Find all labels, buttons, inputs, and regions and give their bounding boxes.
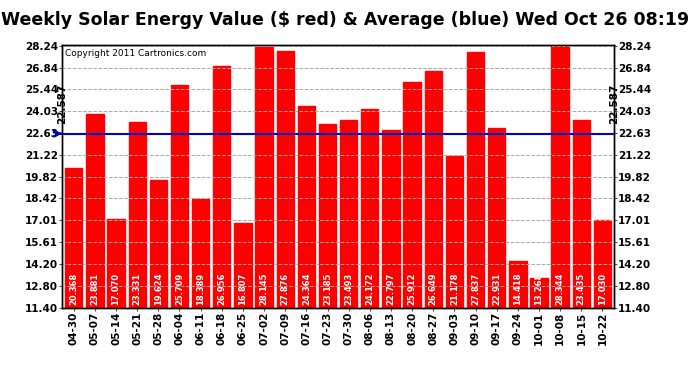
Bar: [213, 66, 230, 308]
Bar: [551, 44, 569, 308]
Text: 18.389: 18.389: [196, 273, 205, 305]
Text: 24.364: 24.364: [302, 273, 311, 305]
Bar: [192, 199, 209, 308]
Bar: [277, 51, 294, 308]
Text: 19.624: 19.624: [154, 273, 163, 305]
Text: 28.344: 28.344: [555, 273, 564, 305]
Text: 21.178: 21.178: [450, 273, 459, 305]
Bar: [594, 220, 611, 308]
Bar: [340, 120, 357, 308]
Bar: [509, 261, 526, 308]
Bar: [86, 114, 104, 308]
Text: 23.331: 23.331: [132, 273, 141, 305]
Bar: [235, 224, 252, 308]
Text: Weekly Solar Energy Value ($ red) & Average (blue) Wed Oct 26 08:19: Weekly Solar Energy Value ($ red) & Aver…: [1, 11, 689, 29]
Text: 20.368: 20.368: [69, 273, 78, 305]
Bar: [467, 52, 484, 308]
Text: 13.268: 13.268: [535, 273, 544, 305]
Bar: [531, 279, 548, 308]
Text: 25.709: 25.709: [175, 273, 184, 305]
Text: 14.418: 14.418: [513, 273, 522, 305]
Bar: [150, 180, 167, 308]
Text: 26.956: 26.956: [217, 273, 226, 305]
Bar: [446, 156, 463, 308]
Bar: [488, 128, 505, 308]
Bar: [404, 82, 421, 308]
Text: 27.876: 27.876: [281, 273, 290, 305]
Bar: [128, 122, 146, 308]
Text: 17.030: 17.030: [598, 273, 607, 305]
Text: 23.185: 23.185: [323, 273, 332, 305]
Text: 22.587: 22.587: [57, 84, 67, 124]
Text: 28.145: 28.145: [259, 273, 268, 305]
Bar: [319, 124, 336, 308]
Bar: [171, 85, 188, 308]
Text: 16.807: 16.807: [239, 273, 248, 305]
Bar: [361, 109, 379, 307]
Bar: [297, 106, 315, 307]
Text: 25.912: 25.912: [408, 273, 417, 305]
Text: 27.837: 27.837: [471, 273, 480, 305]
Text: Copyright 2011 Cartronics.com: Copyright 2011 Cartronics.com: [65, 49, 206, 58]
Text: 23.493: 23.493: [344, 273, 353, 305]
Text: 23.435: 23.435: [577, 273, 586, 305]
Text: 22.797: 22.797: [386, 273, 395, 305]
Bar: [382, 130, 400, 308]
Bar: [573, 120, 590, 308]
Bar: [255, 47, 273, 308]
Text: 22.587: 22.587: [609, 84, 619, 124]
Text: 23.881: 23.881: [90, 273, 99, 305]
Bar: [65, 168, 82, 308]
Text: 22.931: 22.931: [492, 273, 501, 305]
Bar: [424, 70, 442, 308]
Text: 26.649: 26.649: [428, 273, 437, 305]
Text: 17.070: 17.070: [112, 273, 121, 305]
Bar: [108, 219, 125, 308]
Text: 24.172: 24.172: [365, 273, 374, 305]
